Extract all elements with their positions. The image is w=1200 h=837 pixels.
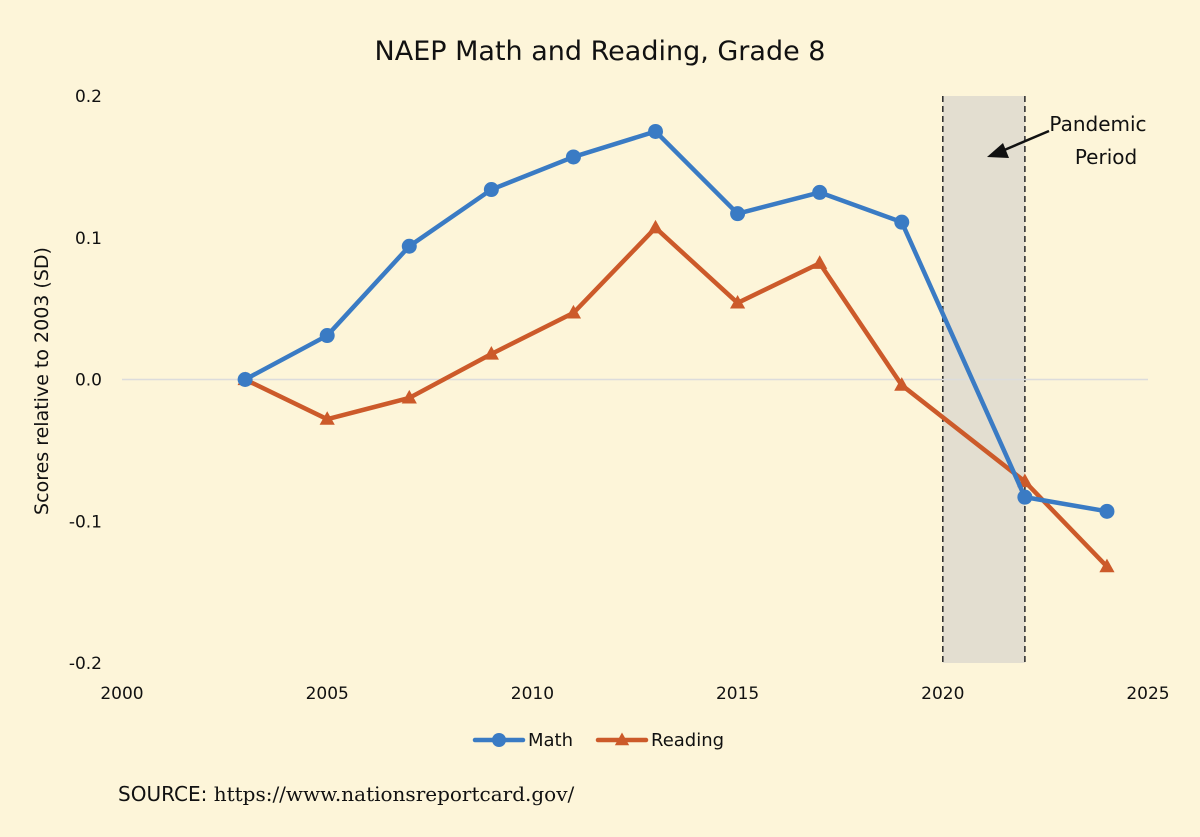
- x-tick-label: 2025: [1126, 684, 1169, 704]
- math-data-point: [237, 372, 253, 387]
- reading-data-point: [401, 389, 417, 404]
- legend-reading-marker: [614, 732, 630, 746]
- annotation-arrow-head: [987, 143, 1009, 158]
- source-url: https://www.nationsreportcard.gov/: [213, 782, 575, 806]
- math-data-point: [319, 328, 335, 344]
- y-tick-label: -0.2: [69, 654, 102, 674]
- y-tick-label: 0.2: [75, 87, 102, 107]
- reading-data-point: [483, 345, 499, 360]
- math-data-point: [483, 182, 499, 198]
- x-tick-label: 2005: [306, 684, 349, 704]
- reading-data-point: [812, 255, 828, 269]
- y-tick-label: 0.1: [75, 229, 102, 249]
- annotation-line-1: Pandemic: [1049, 112, 1146, 136]
- math-data-point: [812, 184, 828, 200]
- x-tick-label: 2015: [716, 684, 759, 704]
- x-tick-label: 2020: [921, 684, 964, 704]
- x-tick-label: 2010: [511, 684, 554, 704]
- reading-data-point: [894, 377, 910, 391]
- legend-math-marker: [492, 733, 506, 747]
- reading-data-point: [319, 411, 335, 425]
- reading-data-point: [730, 294, 746, 309]
- math-data-point: [401, 238, 417, 254]
- math-data-point: [894, 214, 910, 230]
- annotation-line-2: Period: [1075, 145, 1137, 169]
- y-axis-title: Scores relative to 2003 (SD): [31, 247, 53, 515]
- math-data-point: [1017, 489, 1033, 505]
- chart-title: NAEP Math and Reading, Grade 8: [375, 36, 826, 67]
- reading-data-point: [565, 304, 582, 319]
- math-data-point: [730, 206, 746, 222]
- legend-math-label: Math: [528, 730, 573, 751]
- x-tick-label: 2000: [100, 684, 143, 704]
- legend-reading-label: Reading: [651, 730, 724, 751]
- math-data-point: [565, 149, 581, 165]
- source-separator: :: [200, 782, 214, 806]
- source-label: SOURCE: [118, 782, 201, 806]
- annotation-arrow-shaft: [1001, 129, 1050, 153]
- math-data-point: [648, 123, 664, 139]
- y-tick-label: -0.1: [69, 512, 102, 532]
- y-tick-label: 0.0: [75, 371, 102, 391]
- reading-data-point: [1099, 558, 1115, 573]
- reading-data-point: [647, 219, 664, 234]
- source-note: SOURCE: https://www.nationsreportcard.go…: [118, 782, 574, 806]
- math-data-point: [1099, 503, 1115, 519]
